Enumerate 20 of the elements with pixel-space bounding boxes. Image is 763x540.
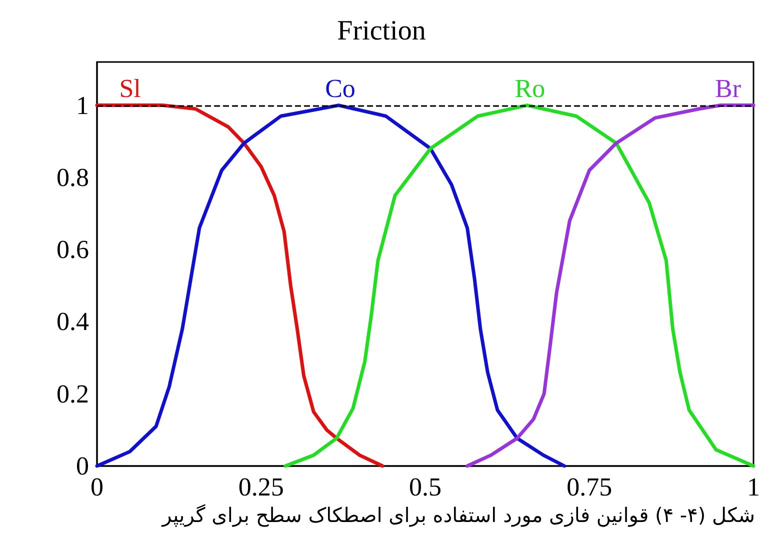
y-tick-label: 1 [76, 90, 89, 120]
chart-title: Friction [337, 16, 426, 46]
series-label: Br [715, 74, 742, 103]
series-label: Co [325, 74, 356, 103]
text: شکل (۴- ۴) قوانین فازی مورد استفاده برای اصطکاک سطح برای گریپر [161, 503, 755, 527]
y-tick-label: 0.2 [56, 379, 89, 408]
x-tick-label: 0.5 [409, 472, 442, 502]
y-tick-label: 0 [76, 452, 89, 480]
x-tick-label: 0.75 [566, 472, 612, 502]
line-series [95, 104, 384, 468]
x-tick-label: 0.25 [238, 472, 284, 502]
line-series [466, 104, 756, 468]
series-label: Sl [119, 74, 141, 103]
y-tick-label: 0.6 [56, 235, 89, 264]
y-tick-label: 0.4 [56, 307, 89, 336]
x-tick-label: 1 [747, 472, 760, 502]
series-label: Ro [514, 74, 546, 103]
line-series [284, 104, 756, 468]
y-tick-label: 0.8 [56, 162, 89, 192]
line-series [95, 104, 566, 468]
